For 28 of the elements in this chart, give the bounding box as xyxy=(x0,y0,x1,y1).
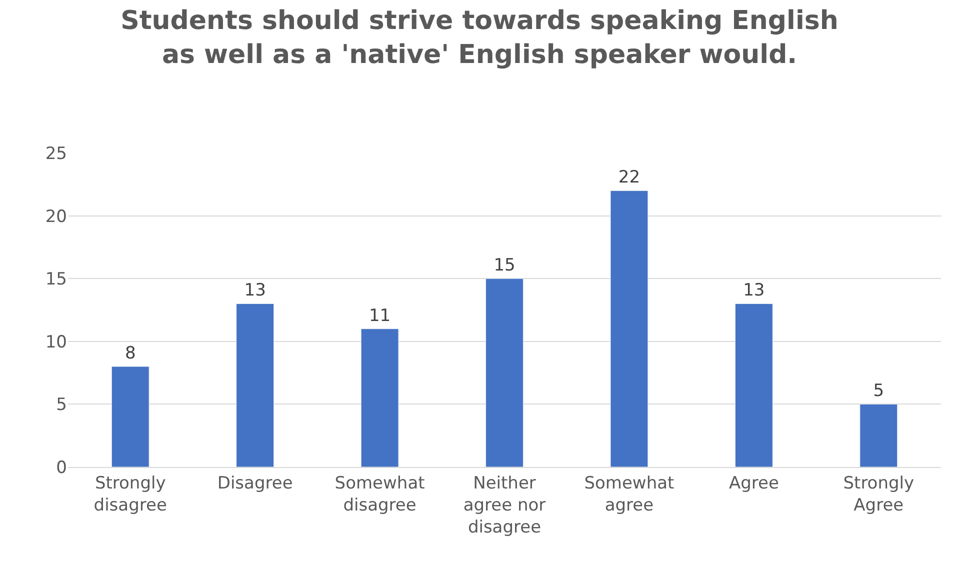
x-tick-label: Strongly disagree xyxy=(94,473,167,516)
chart-title: Students should strive towards speaking English as well as a 'native' English speaker would. xyxy=(120,6,838,70)
data-label: 11 xyxy=(368,306,391,326)
bar xyxy=(111,366,150,467)
data-label: 13 xyxy=(743,280,765,301)
x-tick-label: Somewhat agree xyxy=(584,473,675,516)
data-label: 15 xyxy=(494,256,516,276)
x-tick-label: Somewhat disagree xyxy=(334,473,426,516)
y-tick-label: 15 xyxy=(45,270,67,290)
y-tick-label: 20 xyxy=(45,206,67,227)
bar xyxy=(486,278,524,467)
data-label: 8 xyxy=(124,344,136,364)
x-tick-label: Neither agree nor disagree xyxy=(463,473,546,538)
bar xyxy=(734,303,773,467)
bar xyxy=(610,190,648,467)
y-tick-label: 0 xyxy=(56,458,67,478)
y-tick-label: 25 xyxy=(45,144,67,164)
x-tick-label: Agree xyxy=(728,473,779,494)
bar xyxy=(360,328,399,467)
data-label: 13 xyxy=(244,280,266,301)
data-label: 22 xyxy=(618,168,640,188)
y-tick-label: 5 xyxy=(56,395,67,416)
x-tick-label: Disagree xyxy=(217,473,293,494)
bar xyxy=(236,303,274,467)
data-label: 5 xyxy=(873,381,884,402)
y-tick-label: 10 xyxy=(45,332,67,352)
bar xyxy=(860,404,898,467)
x-tick-label: Strongly Agree xyxy=(843,473,914,516)
